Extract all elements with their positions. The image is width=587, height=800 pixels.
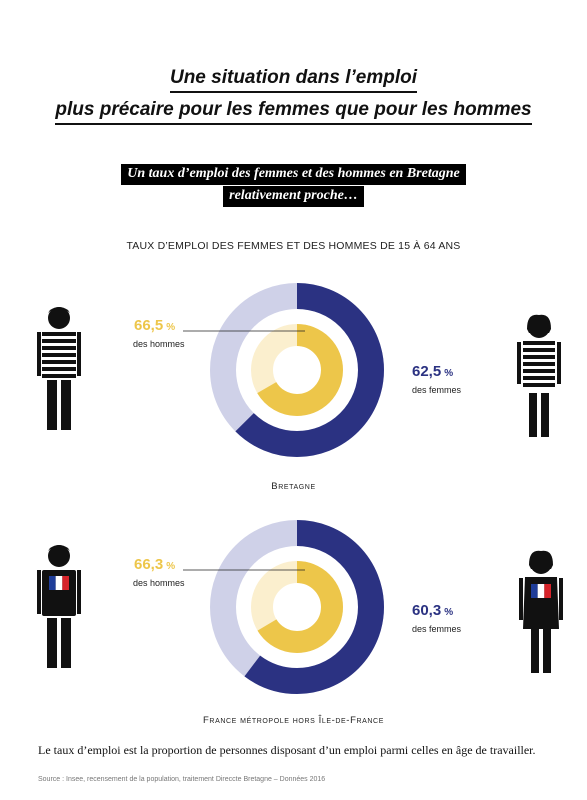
woman-shirt-stripe	[523, 376, 555, 380]
man-shirt-stripe	[42, 353, 76, 357]
man-head	[48, 545, 70, 567]
chart-2-women-unit: %	[444, 607, 454, 618]
chart-1-region-label: Bretagne	[271, 481, 316, 492]
man-head	[48, 307, 70, 329]
woman-right-arm	[557, 342, 561, 384]
man-right-leg	[61, 380, 71, 430]
chart-2-women-ring-value	[210, 520, 384, 694]
woman-shirt-stripe	[523, 369, 555, 373]
chart-1-men-value-text: 66,5	[134, 317, 164, 334]
flag-red-band	[62, 576, 69, 590]
french-flag-icon	[49, 576, 56, 590]
woman-shirt-stripe	[523, 383, 555, 387]
woman-shirt-stripe	[523, 362, 555, 366]
man-figure-icon	[37, 545, 81, 668]
source-note: Source : Insee, recensement de la popula…	[38, 776, 326, 783]
flag-red-band	[544, 584, 551, 598]
chart-2-region-label: France métropole hors Île-de-France	[203, 715, 384, 726]
chart-1-men-label: des hommes	[133, 339, 185, 349]
flag-white-band	[55, 576, 63, 590]
footnote: Le taux d’emploi est la proportion de pe…	[38, 743, 536, 757]
chart-1-women-label: des femmes	[412, 385, 462, 395]
chart-2-men-value: 66,3%	[134, 557, 175, 572]
chart-1-women-unit: %	[444, 368, 454, 379]
woman-hair	[527, 314, 551, 333]
woman-left-leg	[529, 393, 537, 437]
page-title-line-1: Une situation dans l’emploi	[0, 67, 587, 93]
man-shirt-stripe	[42, 374, 76, 378]
woman-figure-icon	[519, 550, 563, 673]
chart-1-men-ring-value	[251, 324, 343, 416]
chart-2-men-ring-value	[251, 561, 343, 653]
chart-2-women-label: des femmes	[412, 624, 462, 634]
subtitle-banner-line-1: Un taux d’emploi des femmes et des homme…	[0, 164, 587, 185]
man-right-arm	[77, 570, 81, 614]
man-shirt-stripe	[42, 339, 76, 343]
man-shirt-stripe	[42, 367, 76, 371]
man-shirt-stripe	[42, 346, 76, 350]
woman-shirt-stripe	[523, 355, 555, 359]
man-hair	[48, 545, 70, 551]
man-right-leg	[61, 618, 71, 668]
woman-left-arm	[517, 342, 521, 384]
chart-2-men-label: des hommes	[133, 578, 185, 588]
man-figure-icon	[37, 307, 81, 430]
woman-right-arm	[559, 578, 563, 620]
chart-1-women-ring-value	[210, 283, 384, 457]
man-left-leg	[47, 618, 57, 668]
chart-1-men-value: 66,5%	[134, 318, 175, 333]
chart-2-men-value-text: 66,3	[134, 556, 164, 573]
flag-white-band	[537, 584, 545, 598]
man-shirt-stripe	[42, 360, 76, 364]
woman-figure-icon	[517, 314, 561, 437]
man-shirt-stripe	[42, 332, 76, 336]
woman-shirt-stripe	[523, 348, 555, 352]
chart-heading: TAUX D’EMPLOI DES FEMMES ET DES HOMMES D…	[126, 240, 461, 252]
chart-2-women-value-text: 60,3	[412, 602, 442, 619]
woman-right-leg	[541, 393, 549, 437]
man-left-leg	[47, 380, 57, 430]
woman-left-leg	[531, 629, 539, 673]
french-flag-icon	[531, 584, 538, 598]
chart-1-women-value-text: 62,5	[412, 363, 442, 380]
man-left-arm	[37, 332, 41, 376]
woman-hair	[529, 550, 553, 569]
man-left-arm	[37, 570, 41, 614]
chart-1-women-value: 62,5%	[412, 364, 453, 379]
chart-1-men-unit: %	[166, 322, 176, 333]
subtitle-banner-line-2: relativement proche…	[0, 186, 587, 207]
chart-2-women-value: 60,3%	[412, 603, 453, 618]
woman-right-leg	[543, 629, 551, 673]
man-right-arm	[77, 332, 81, 376]
woman-left-arm	[519, 578, 523, 620]
man-hair	[48, 307, 70, 313]
page-title-line-2: plus précaire pour les femmes que pour l…	[0, 99, 587, 125]
chart-2-men-unit: %	[166, 561, 176, 572]
woman-shirt-stripe	[523, 341, 555, 345]
